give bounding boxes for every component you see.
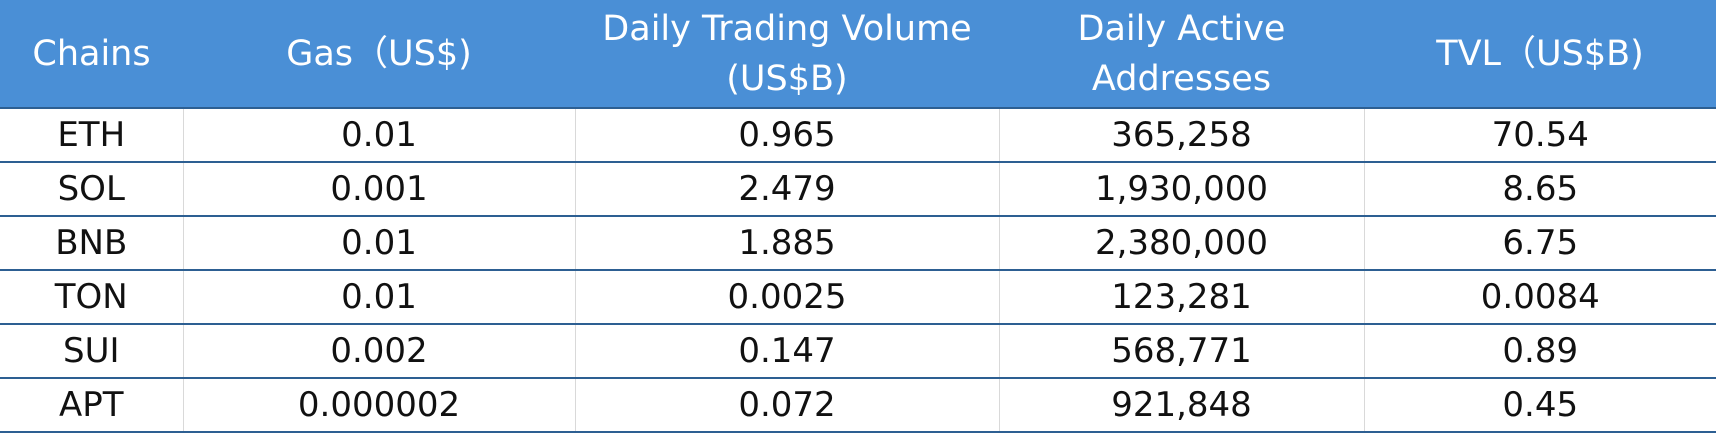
cell-daily-active-addresses: 123,281	[999, 270, 1365, 325]
cell-daily-trading-volume: 0.965	[575, 108, 1000, 163]
cell-tvl: 0.89	[1364, 324, 1716, 379]
table-body: ETH 0.01 0.965 365,258 70.54 SOL 0.001 2…	[0, 108, 1716, 433]
table-header: Chains Gas（US$) Daily Trading Volume (US…	[0, 0, 1716, 109]
cell-gas: 0.01	[183, 270, 576, 325]
cell-tvl: 70.54	[1364, 108, 1716, 163]
header-gas: Gas（US$)	[183, 0, 575, 109]
cell-daily-active-addresses: 1,930,000	[999, 162, 1365, 217]
header-daily-trading-volume-line-2: (US$B)	[726, 58, 848, 99]
header-daily-trading-volume-line-1: Daily Trading Volume	[602, 8, 972, 49]
cell-daily-active-addresses: 365,258	[999, 108, 1365, 163]
cell-chain: SOL	[0, 162, 184, 217]
cell-gas: 0.001	[183, 162, 576, 217]
cell-gas: 0.01	[183, 108, 576, 163]
cell-gas: 0.000002	[183, 378, 576, 433]
cell-daily-trading-volume: 1.885	[575, 216, 1000, 271]
cell-chain: TON	[0, 270, 184, 325]
header-tvl: TVL（US$B)	[1364, 0, 1716, 109]
cell-chain: ETH	[0, 108, 184, 163]
header-chains: Chains	[0, 0, 183, 109]
table-row: SOL 0.001 2.479 1,930,000 8.65	[0, 162, 1716, 217]
cell-daily-trading-volume: 0.072	[575, 378, 1000, 433]
header-daily-active-addresses: Daily Active Addresses	[999, 0, 1364, 109]
cell-chain: SUI	[0, 324, 184, 379]
cell-daily-trading-volume: 0.147	[575, 324, 1000, 379]
table-row: BNB 0.01 1.885 2,380,000 6.75	[0, 216, 1716, 271]
header-row: Chains Gas（US$) Daily Trading Volume (US…	[0, 0, 1716, 109]
table-row: TON 0.01 0.0025 123,281 0.0084	[0, 270, 1716, 325]
cell-gas: 0.002	[183, 324, 576, 379]
cell-chain: BNB	[0, 216, 184, 271]
cell-daily-trading-volume: 0.0025	[575, 270, 1000, 325]
cell-tvl: 0.45	[1364, 378, 1716, 433]
table-row: SUI 0.002 0.147 568,771 0.89	[0, 324, 1716, 379]
header-chains-label: Chains	[32, 33, 151, 74]
cell-daily-active-addresses: 921,848	[999, 378, 1365, 433]
header-daily-trading-volume: Daily Trading Volume (US$B)	[575, 0, 999, 109]
cell-chain: APT	[0, 378, 184, 433]
table-row: APT 0.000002 0.072 921,848 0.45	[0, 378, 1716, 433]
cell-daily-active-addresses: 568,771	[999, 324, 1365, 379]
cell-tvl: 0.0084	[1364, 270, 1716, 325]
cell-tvl: 6.75	[1364, 216, 1716, 271]
header-daily-active-addresses-line-2: Addresses	[1091, 58, 1272, 99]
header-tvl-label: TVL（US$B)	[1436, 33, 1644, 74]
header-daily-active-addresses-line-1: Daily Active	[1077, 8, 1286, 49]
cell-daily-active-addresses: 2,380,000	[999, 216, 1365, 271]
header-gas-label: Gas（US$)	[286, 33, 472, 74]
table-row: ETH 0.01 0.965 365,258 70.54	[0, 108, 1716, 163]
cell-daily-trading-volume: 2.479	[575, 162, 1000, 217]
cell-gas: 0.01	[183, 216, 576, 271]
cell-tvl: 8.65	[1364, 162, 1716, 217]
